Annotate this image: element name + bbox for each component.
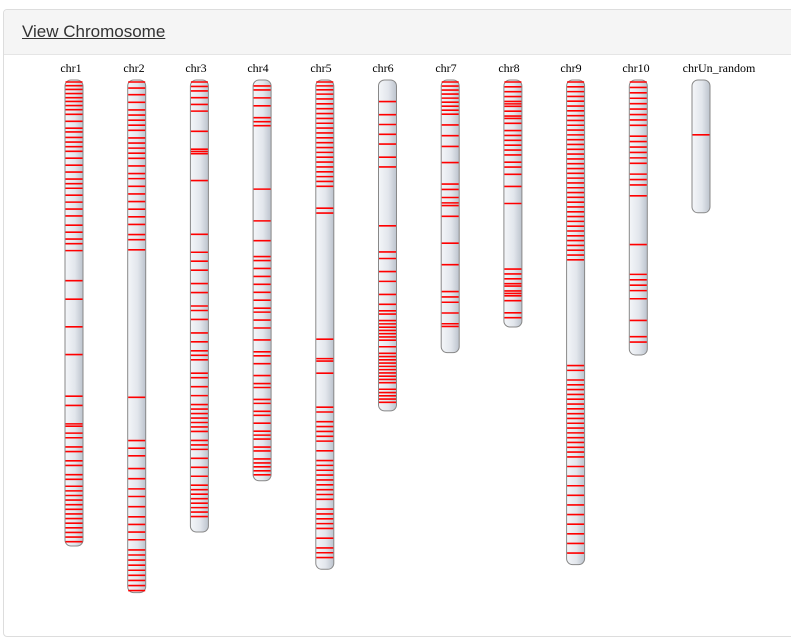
chromosome-label: chrUn_random <box>683 61 756 75</box>
chromosome-body[interactable] <box>378 79 397 412</box>
chromosome-chr10[interactable]: chr10 <box>622 61 650 356</box>
chromosome-label: chr9 <box>560 61 581 75</box>
chromosome-chr9[interactable]: chr9 <box>560 61 586 566</box>
chromosome-label: chr6 <box>372 61 393 75</box>
chromosome-label: chr2 <box>123 61 144 75</box>
chromosome-chr1[interactable]: chr1 <box>60 61 84 547</box>
chromosome-label: chr7 <box>435 61 456 75</box>
chromosome-body[interactable] <box>252 79 272 482</box>
chromosome-chr3[interactable]: chr3 <box>185 61 209 533</box>
chromosome-chr2[interactable]: chr2 <box>123 61 147 594</box>
chromosome-chrUn_random[interactable]: chrUn_random <box>683 61 756 214</box>
chromosome-label: chr1 <box>60 61 81 75</box>
chromosome-body[interactable] <box>315 79 335 570</box>
chromosome-chr5[interactable]: chr5 <box>310 61 335 570</box>
chromosome-chr7[interactable]: chr7 <box>435 61 460 354</box>
chromosome-label: chr4 <box>247 61 268 75</box>
chromosome-label: chr3 <box>185 61 206 75</box>
view-chromosome-link[interactable]: View Chromosome <box>22 22 166 41</box>
chromosome-chr6[interactable]: chr6 <box>372 61 397 412</box>
chromosome-chr4[interactable]: chr4 <box>247 61 272 482</box>
chromosome-label: chr5 <box>310 61 331 75</box>
panel-header: View Chromosome <box>4 10 791 55</box>
chromosome-body[interactable] <box>691 79 711 214</box>
chromosome-chr8[interactable]: chr8 <box>498 61 523 328</box>
chromosome-label: chr10 <box>622 61 649 75</box>
chromosome-body[interactable] <box>628 79 648 356</box>
chromosome-layer: chr1 chr2 chr3 chr4 chr5 chr6 chr7 chr8 chr9 chr1… <box>60 61 756 594</box>
chromosome-body[interactable] <box>566 79 586 566</box>
chromosome-label: chr8 <box>498 61 519 75</box>
chromosome-body[interactable] <box>64 79 84 547</box>
chromosome-body[interactable] <box>127 79 147 594</box>
